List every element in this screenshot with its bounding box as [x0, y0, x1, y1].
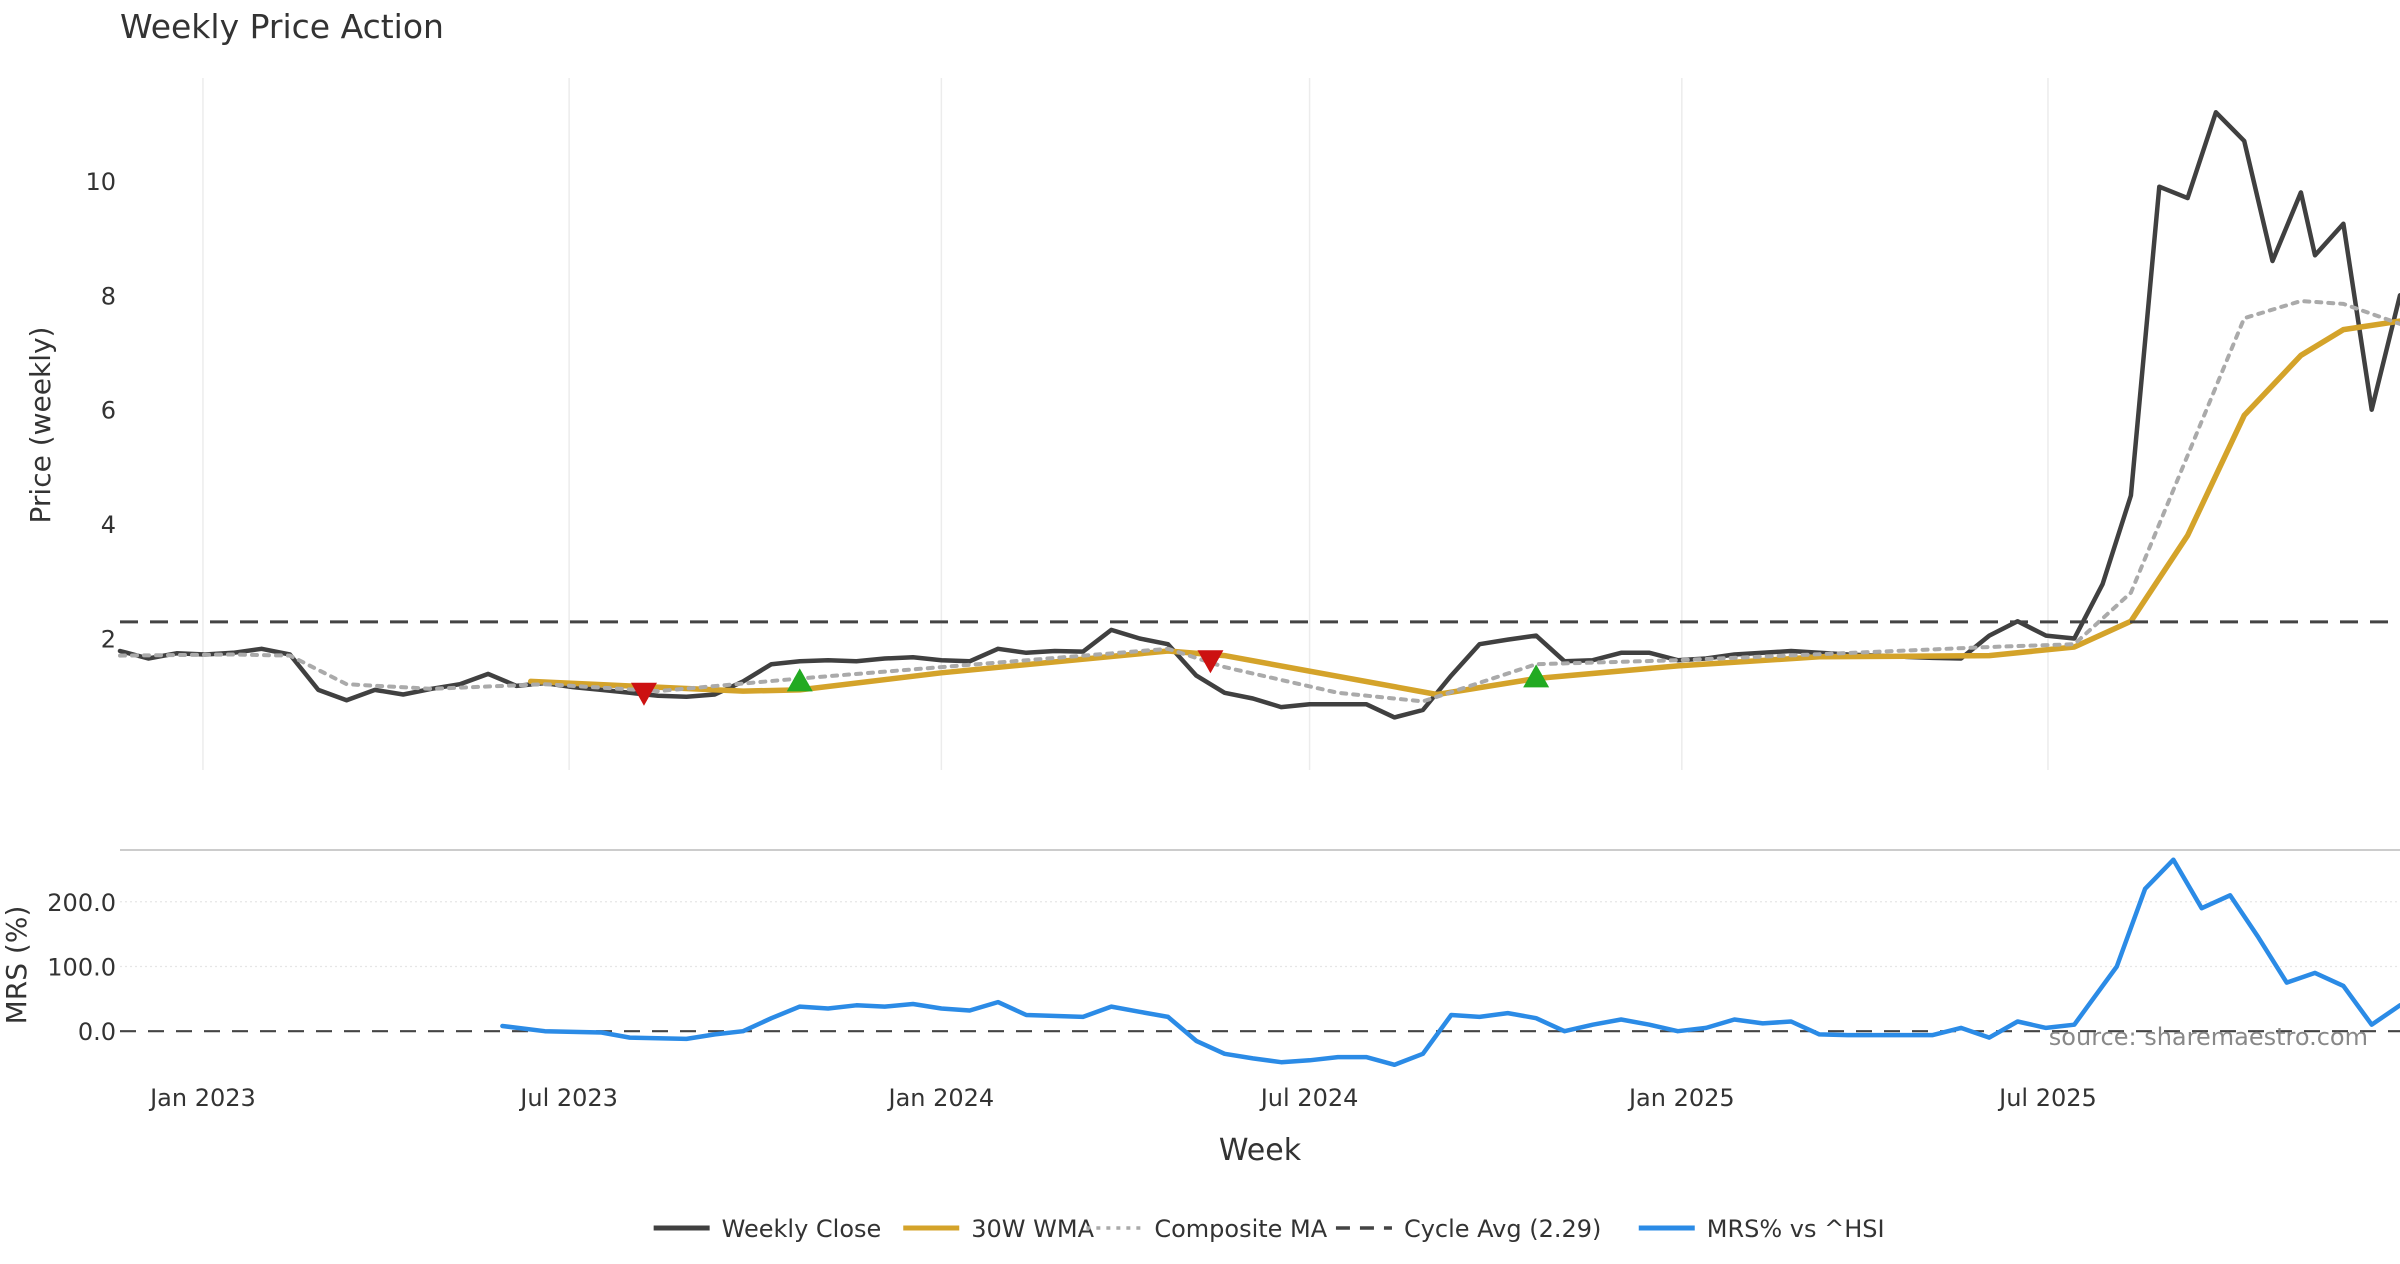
price-y-axis-label: Price (weekly)	[24, 327, 57, 524]
series-line	[527, 318, 2400, 698]
x-tick-label: Jul 2024	[1259, 1084, 1359, 1112]
legend-entry-label: MRS% vs ^HSI	[1707, 1215, 1885, 1243]
series-line	[500, 857, 2400, 1068]
x-tick-label: Jul 2025	[1997, 1084, 2097, 1112]
x-axis: Jan 2023 Jul 2023 Jan 2024 Jul 2024 Jan 2025…	[148, 1084, 2097, 1112]
price-series	[117, 110, 2400, 720]
mrs-y-tick-label: 0.0	[78, 1018, 116, 1046]
mrs-y-tick-label: 100.0	[47, 953, 116, 981]
x-tick-label: Jan 2023	[148, 1084, 256, 1112]
mrs-axes: 0.0 100.0 200.0	[47, 889, 116, 1046]
legend-entry-label: 30W WMA	[971, 1215, 1094, 1243]
mrs-series	[500, 857, 2400, 1068]
price-markers	[630, 650, 1550, 706]
x-tick-label: Jul 2023	[518, 1084, 618, 1112]
legend-entry-label: Weekly Close	[722, 1215, 882, 1243]
price-y-tick-label: 4	[101, 511, 116, 539]
x-axis-label: Week	[1219, 1133, 1302, 1168]
price-y-tick-label: 10	[85, 168, 116, 196]
series-line	[118, 299, 2400, 704]
buy-signal-marker	[786, 668, 813, 692]
series-line	[117, 110, 2400, 720]
x-tick-label: Jan 2024	[887, 1084, 995, 1112]
legend-entry-label: Cycle Avg (2.29)	[1404, 1215, 1601, 1243]
price-grid	[202, 78, 2049, 770]
buy-signal-marker	[1523, 664, 1550, 688]
price-y-tick-label: 2	[101, 625, 116, 653]
price-y-tick-label: 6	[101, 397, 116, 425]
legend: Weekly Close 30W WMA Composite MA Cycle Avg…	[653, 1215, 1885, 1243]
chart-title: Weekly Price Action	[120, 7, 444, 46]
mrs-y-tick-label: 200.0	[47, 889, 116, 917]
x-tick-label: Jan 2025	[1627, 1084, 1735, 1112]
mrs-y-axis-label: MRS (%)	[0, 906, 33, 1025]
price-y-tick-label: 8	[101, 282, 116, 310]
mrs-grid	[120, 849, 2400, 1033]
sell-signal-marker	[630, 682, 657, 706]
legend-entry-label: Composite MA	[1154, 1215, 1327, 1243]
price-axes: 2 4 6 8 10	[85, 168, 116, 654]
sell-signal-marker	[1197, 650, 1224, 674]
source-annotation: source: sharemaestro.com	[2049, 1023, 2368, 1051]
